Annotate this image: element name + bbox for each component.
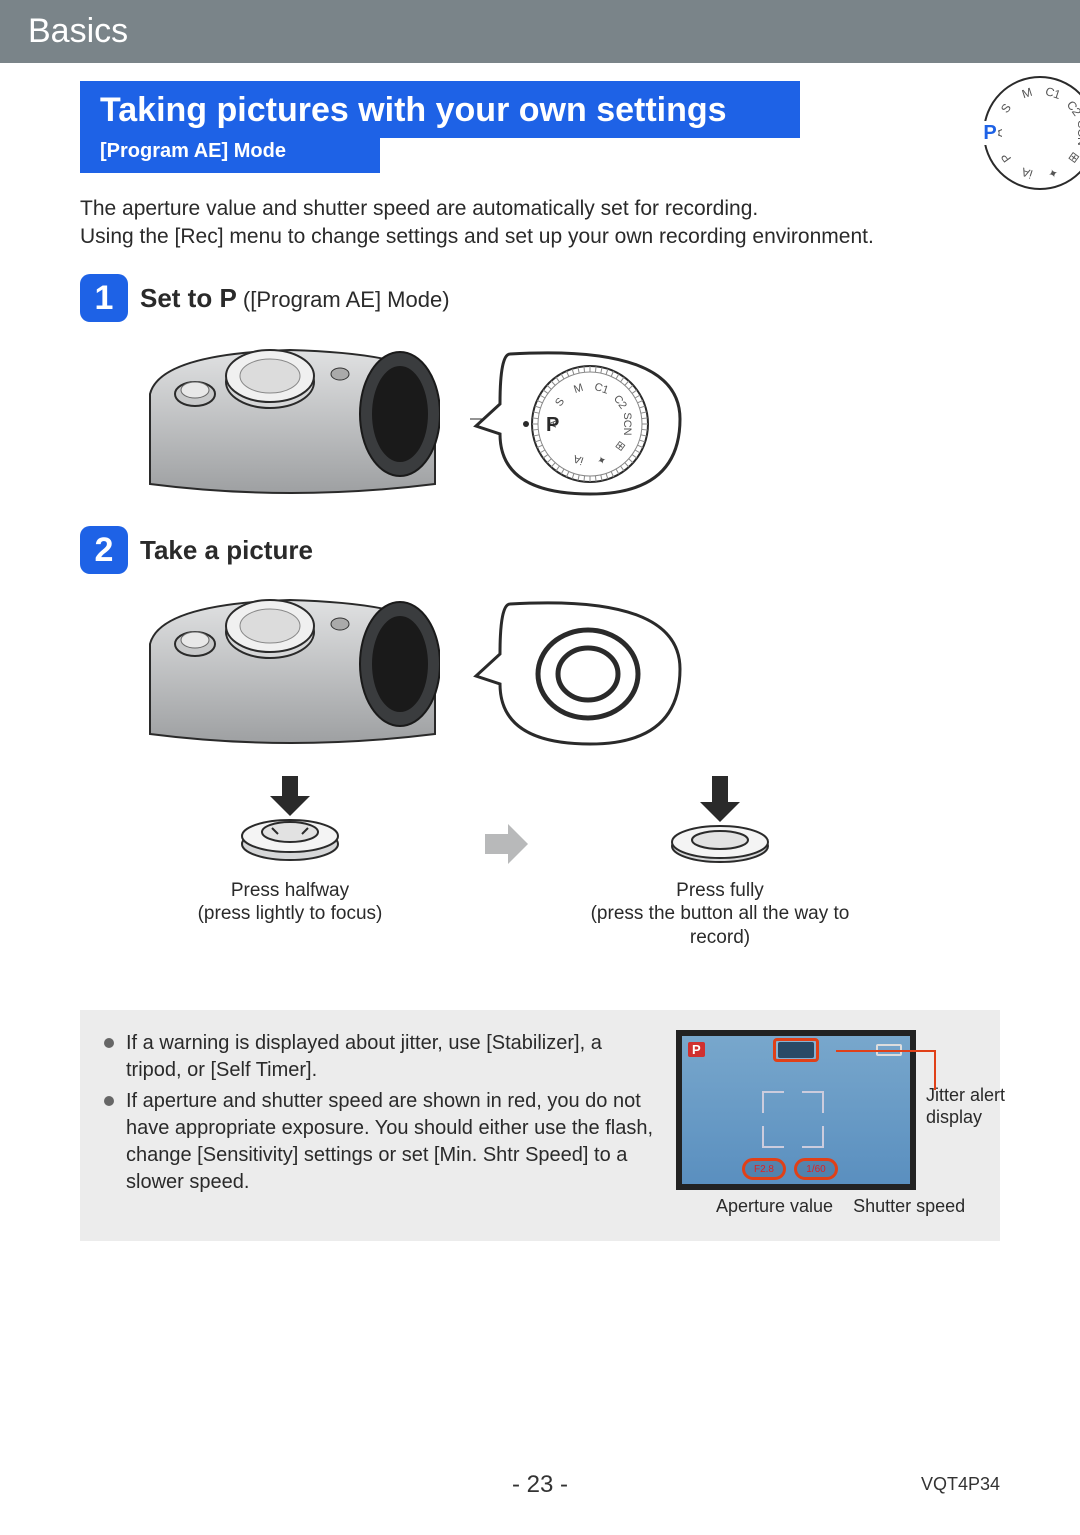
caption-text: Press halfway <box>140 879 440 903</box>
caption-text: Press fully <box>570 879 870 903</box>
intro-text: The aperture value and shutter speed are… <box>80 195 1000 252</box>
section-header: Basics <box>0 0 1080 63</box>
step-1-title-suffix: ([Program AE] Mode) <box>237 287 450 312</box>
mode-dial-icon: ASMC1C2SCN⊞✦iAP P <box>980 73 1080 198</box>
step-2-illustration <box>140 584 1000 754</box>
aperture-value-highlight: F2.8 <box>742 1158 786 1180</box>
step-1-title: Set to P ([Program AE] Mode) <box>140 274 1000 324</box>
note-text: If a warning is displayed about jitter, … <box>104 1030 656 1217</box>
svg-text:SCN: SCN <box>1075 120 1080 145</box>
press-fully-col: Press fully (press the button all the wa… <box>570 774 870 950</box>
press-halfway-icon <box>230 774 350 864</box>
step-1-illustration: ASMC1C2SCN⊞✦iA P <box>140 334 1000 504</box>
jitter-label: Jitter alert display <box>926 1085 1046 1128</box>
camera-top-icon <box>140 334 440 504</box>
note-item: If aperture and shutter speed are shown … <box>104 1088 656 1196</box>
press-halfway-caption: Press halfway (press lightly to focus) <box>140 879 440 927</box>
step-1: 1 Set to P ([Program AE] Mode) <box>80 274 1000 504</box>
screen-bottom-labels: Aperture value Shutter speed <box>676 1196 976 1217</box>
camera-top-icon-2 <box>140 584 440 754</box>
step-1-title-prefix: Set to <box>140 283 219 313</box>
step-2: 2 Take a picture <box>80 526 1000 950</box>
shutter-speed-highlight: 1/60 <box>794 1158 838 1180</box>
leader-line <box>836 1050 936 1090</box>
aperture-label: Aperture value <box>716 1196 833 1217</box>
document-id: VQT4P34 <box>921 1474 1000 1495</box>
focus-bracket-icon <box>762 1091 784 1113</box>
arrow-right-icon <box>480 819 530 874</box>
mode-dial-callout-icon: ASMC1C2SCN⊞✦iA P <box>470 334 690 504</box>
section-title: Basics <box>28 12 128 50</box>
screen-mode-badge: P <box>688 1042 705 1057</box>
caption-text: (press lightly to focus) <box>140 902 440 926</box>
focus-bracket-icon <box>802 1126 824 1148</box>
focus-bracket-icon <box>802 1091 824 1113</box>
focus-bracket-icon <box>762 1126 784 1148</box>
press-halfway-col: Press halfway (press lightly to focus) <box>140 774 440 927</box>
note-box: If a warning is displayed about jitter, … <box>80 1010 1000 1241</box>
step-badge-2: 2 <box>80 526 128 574</box>
page-title: Taking pictures with your own settings <box>80 81 800 138</box>
press-fully-caption: Press fully (press the button all the wa… <box>570 879 870 950</box>
svg-text:P: P <box>546 414 559 436</box>
intro-line-2: Using the [Rec] menu to change settings … <box>80 223 1000 251</box>
shutter-label: Shutter speed <box>853 1196 965 1217</box>
title-block: Taking pictures with your own settings [… <box>80 81 1052 173</box>
page-subtitle: [Program AE] Mode <box>80 136 380 173</box>
shutter-press-row: Press halfway (press lightly to focus) P… <box>140 774 1000 950</box>
svg-text:SCN: SCN <box>621 412 633 435</box>
press-fully-icon <box>660 774 780 864</box>
step-2-title: Take a picture <box>140 526 1000 574</box>
svg-text:P: P <box>983 122 996 144</box>
step-badge-1: 1 <box>80 274 128 322</box>
step-1-mode-glyph: P <box>219 283 236 313</box>
shutter-callout-icon <box>470 584 690 754</box>
page-number: - 23 - <box>0 1471 1080 1499</box>
intro-line-1: The aperture value and shutter speed are… <box>80 195 1000 223</box>
caption-text: (press the button all the way to record) <box>570 902 870 950</box>
note-figure: P F2.8 1/60 Jitter alert display Apertur… <box>676 1030 976 1217</box>
jitter-alert-highlight <box>773 1038 819 1062</box>
note-item: If a warning is displayed about jitter, … <box>104 1030 656 1084</box>
